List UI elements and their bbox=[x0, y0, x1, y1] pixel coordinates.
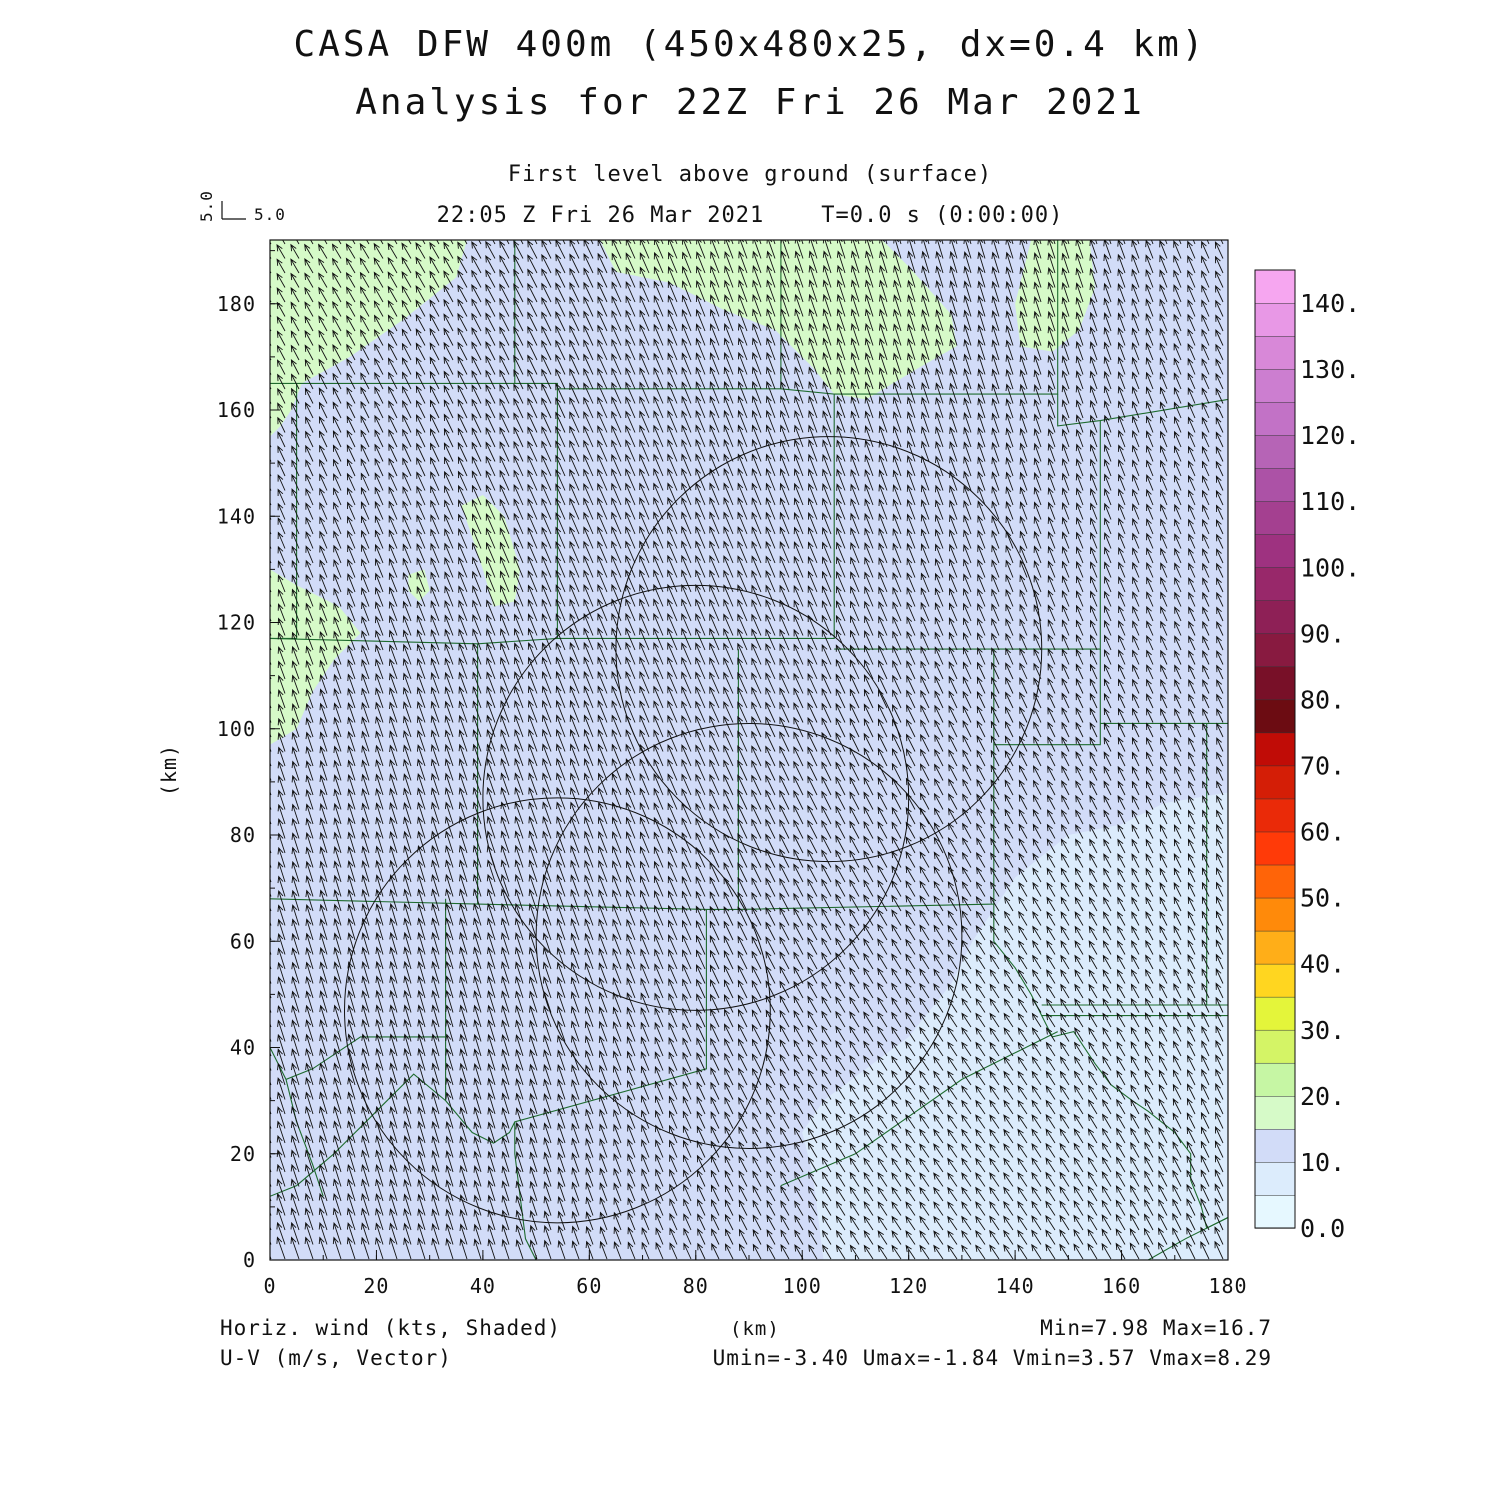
colorbar-swatch bbox=[1254, 1095, 1296, 1130]
y-tick-label: 0 bbox=[243, 1248, 256, 1272]
colorbar-swatch bbox=[1254, 269, 1296, 304]
colorbar-swatch bbox=[1254, 1194, 1296, 1229]
colorbar-swatch bbox=[1254, 732, 1296, 767]
y-tick-label: 60 bbox=[230, 929, 256, 953]
reference-vector-u-label: 5.0 bbox=[254, 205, 286, 224]
colorbar-label: 70. bbox=[1300, 752, 1345, 781]
county-line bbox=[270, 1036, 447, 1101]
colorbar-swatch bbox=[1254, 633, 1296, 668]
colorbar-label: 30. bbox=[1300, 1016, 1345, 1045]
colorbar-label: 130. bbox=[1300, 355, 1360, 384]
colorbar-swatch bbox=[1254, 831, 1296, 866]
reference-vector-icon bbox=[221, 201, 246, 220]
range-ring bbox=[344, 797, 771, 1224]
colorbar: 0.0 10. 20. 30. 40. 50. 60. 70. 80. 90. 100. 110. 12… bbox=[1254, 269, 1360, 1243]
colorbar-swatch bbox=[1254, 765, 1296, 800]
chart-title-line1: CASA DFW 400m (450x480x25, dx=0.4 km) bbox=[293, 24, 1207, 65]
colorbar-swatch bbox=[1254, 1062, 1296, 1097]
x-tick-label: 80 bbox=[683, 1274, 709, 1298]
county-line bbox=[285, 1079, 324, 1197]
colorbar-label: 60. bbox=[1300, 818, 1345, 847]
colorbar-swatch bbox=[1254, 897, 1296, 932]
colorbar-swatch bbox=[1254, 1029, 1296, 1064]
y-tick-label: 140 bbox=[217, 504, 256, 528]
x-tick-label: 60 bbox=[576, 1274, 602, 1298]
colorbar-swatch bbox=[1254, 401, 1296, 436]
colorbar-swatch bbox=[1254, 434, 1296, 469]
colorbar-label: 100. bbox=[1300, 553, 1360, 582]
colorbar-swatch bbox=[1254, 864, 1296, 899]
colorbar-swatch bbox=[1254, 930, 1296, 965]
colorbar-swatch bbox=[1254, 567, 1296, 601]
colorbar-label: 50. bbox=[1300, 884, 1345, 913]
shaded-field-label: Horiz. wind (kts, Shaded) bbox=[220, 1316, 562, 1340]
colorbar-label: 110. bbox=[1300, 487, 1360, 516]
colorbar-label: 80. bbox=[1300, 685, 1345, 714]
x-tick-label: 180 bbox=[1208, 1274, 1247, 1298]
shade-region-north-center bbox=[600, 240, 957, 400]
colorbar-swatch bbox=[1254, 534, 1296, 568]
chart-subtitle: First level above ground (surface) bbox=[507, 162, 993, 187]
y-axis-label: (km) bbox=[157, 744, 181, 796]
uv-min-max: Umin=-3.40 Umax=-1.84 Vmin=3.57 Vmax=8.2… bbox=[712, 1346, 1272, 1370]
x-tick-label: 120 bbox=[889, 1274, 928, 1298]
y-tick-label: 40 bbox=[230, 1036, 256, 1060]
colorbar-swatch bbox=[1254, 302, 1296, 337]
y-tick-label: 80 bbox=[230, 823, 256, 847]
y-tick-label: 120 bbox=[217, 611, 256, 635]
colorbar-swatch bbox=[1254, 699, 1296, 734]
y-tick-label: 160 bbox=[217, 398, 256, 422]
x-tick-label: 100 bbox=[783, 1274, 822, 1298]
county-line bbox=[1147, 1217, 1228, 1260]
field-min-max: Min=7.98 Max=16.7 bbox=[1040, 1316, 1272, 1340]
colorbar-swatch bbox=[1254, 666, 1296, 701]
colorbar-frame bbox=[1254, 269, 1296, 1229]
axes: 0 20 40 60 80 100 120 140 160 180 0 20 40 60 80 100 120 1… bbox=[217, 250, 1247, 1298]
colorbar-label: 140. bbox=[1300, 289, 1360, 318]
vector-field-label: U-V (m/s, Vector) bbox=[220, 1346, 452, 1370]
colorbar-swatch bbox=[1254, 963, 1296, 998]
county-line bbox=[270, 909, 707, 1197]
county-line bbox=[557, 388, 835, 639]
y-tick-label: 100 bbox=[217, 717, 256, 741]
colorbar-label: 120. bbox=[1300, 421, 1360, 450]
x-axis-label: (km) bbox=[730, 1318, 780, 1340]
colorbar-swatch bbox=[1254, 500, 1296, 535]
chart-title-line2: Analysis for 22Z Fri 26 Mar 2021 bbox=[355, 82, 1145, 123]
colorbar-swatch bbox=[1254, 996, 1296, 1031]
shade-region-small-dot bbox=[408, 569, 430, 602]
colorbar-label: 10. bbox=[1300, 1148, 1345, 1177]
x-tick-label: 20 bbox=[363, 1274, 389, 1298]
colorbar-swatch bbox=[1254, 467, 1296, 502]
colorbar-swatch bbox=[1254, 798, 1296, 833]
colorbar-label: 0.0 bbox=[1300, 1214, 1345, 1243]
county-line bbox=[514, 1121, 537, 1260]
x-tick-label: 40 bbox=[470, 1274, 496, 1298]
county-line bbox=[993, 649, 1101, 746]
x-tick-label: 0 bbox=[263, 1274, 276, 1298]
x-tick-label: 160 bbox=[1102, 1274, 1141, 1298]
colorbar-swatch bbox=[1254, 335, 1296, 370]
colorbar-swatch bbox=[1254, 1161, 1296, 1196]
colorbar-swatch bbox=[1254, 1128, 1296, 1163]
shade-region-se-light bbox=[802, 792, 1228, 1260]
colorbar-swatch bbox=[1254, 368, 1296, 403]
colorbar-label: 20. bbox=[1300, 1082, 1345, 1111]
colorbar-label: 90. bbox=[1300, 619, 1345, 648]
valid-time-label: 22:05 Z Fri 26 Mar 2021 T=0.0 s (0:00:00… bbox=[436, 203, 1064, 228]
y-tick-label: 180 bbox=[217, 292, 256, 316]
range-ring bbox=[615, 436, 1043, 863]
x-tick-label: 140 bbox=[996, 1274, 1035, 1298]
colorbar-label: 40. bbox=[1300, 950, 1345, 979]
shaded-wind-field bbox=[270, 240, 1228, 1260]
y-tick-label: 20 bbox=[230, 1142, 256, 1166]
colorbar-swatch bbox=[1254, 600, 1296, 635]
